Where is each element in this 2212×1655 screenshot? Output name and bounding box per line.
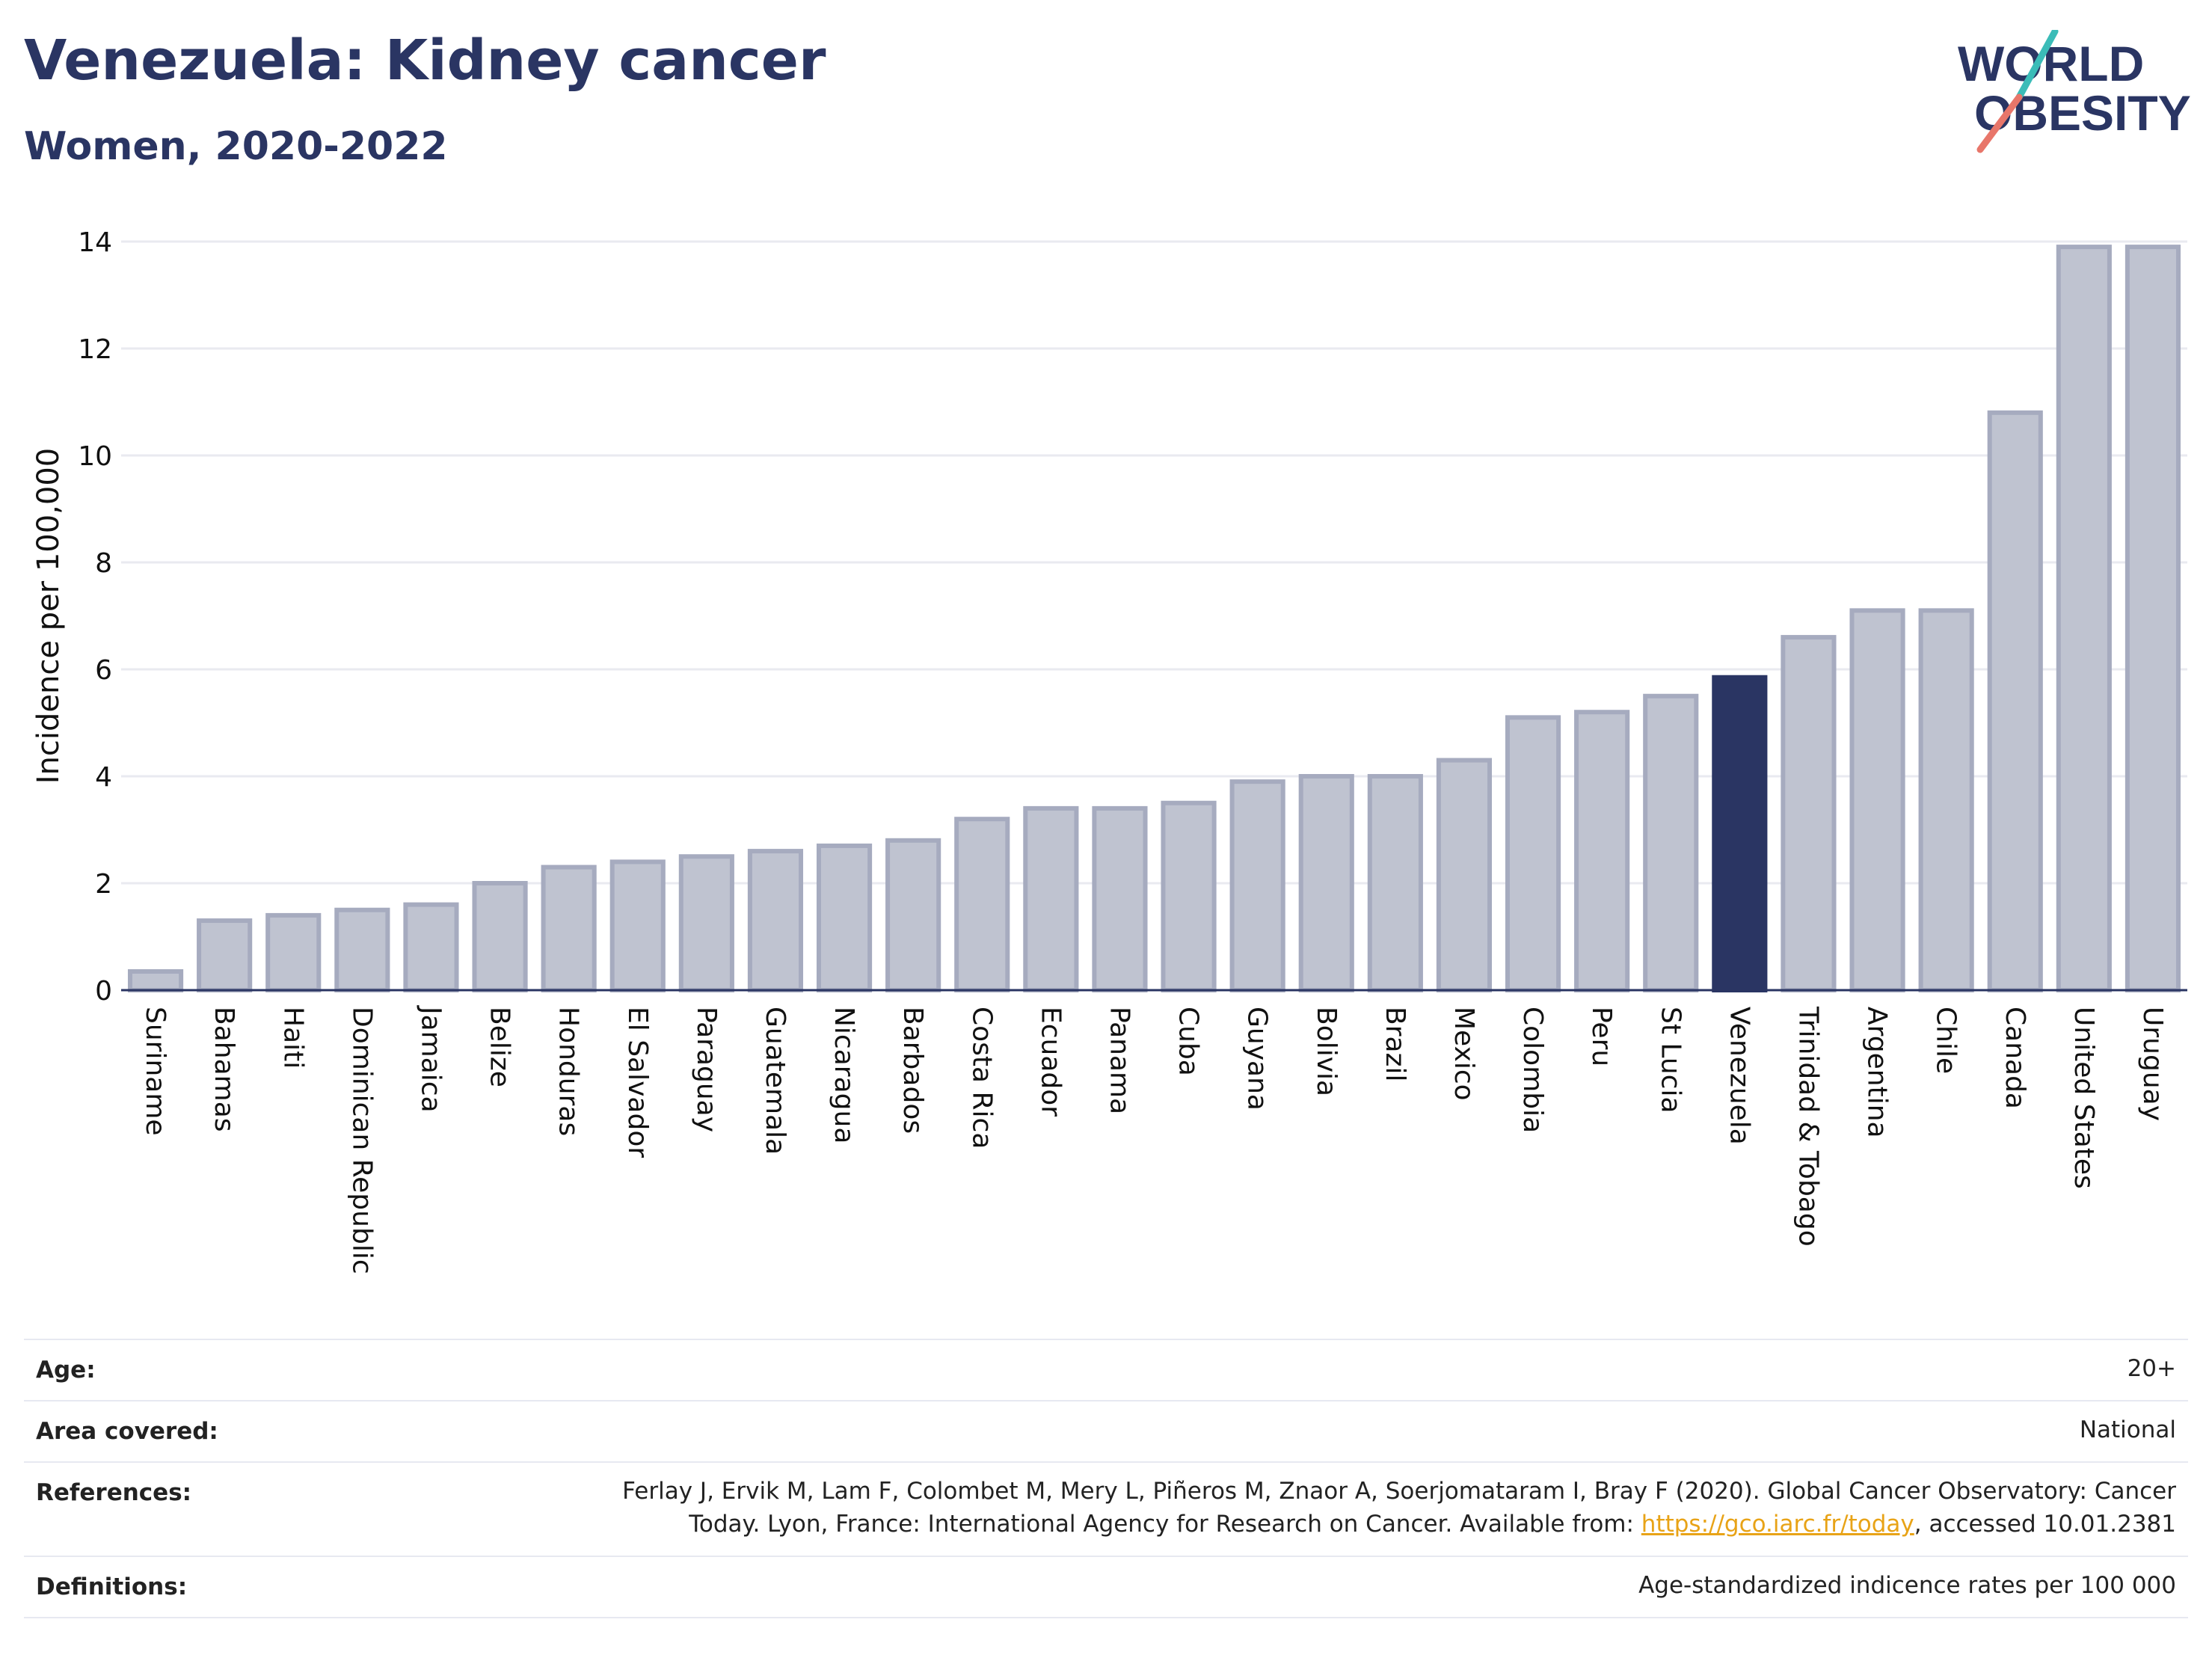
y-tick-label: 6 xyxy=(95,655,112,686)
x-tick-label: Brazil xyxy=(1380,1007,1410,1081)
x-tick-label: Belize xyxy=(485,1007,515,1087)
chart-subtitle: Women, 2020-2022 xyxy=(24,124,448,169)
bar-cuba xyxy=(1161,800,1217,992)
x-tick-label: Bolivia xyxy=(1311,1007,1342,1096)
definitions-value: Age-standardized indicence rates per 100… xyxy=(1638,1572,2176,1599)
bar-ecuador xyxy=(1023,805,1079,993)
x-tick-label: Paraguay xyxy=(691,1007,722,1132)
bar-colombia xyxy=(1505,715,1561,992)
world-obesity-logo: WORLD OBESITY xyxy=(1958,30,2191,153)
age-value: 20+ xyxy=(2127,1355,2176,1382)
bar-chile xyxy=(1918,608,1974,992)
x-tick-label: Ecuador xyxy=(1035,1007,1066,1117)
y-axis-label: Incidence per 100,000 xyxy=(31,448,66,784)
x-tick-label: Jamaica xyxy=(415,1005,446,1113)
logo-slash-coral xyxy=(1976,93,2023,153)
meta-row-age: Age: 20+ xyxy=(24,1339,2188,1400)
y-tick-label: 12 xyxy=(78,334,112,365)
y-tick-label: 10 xyxy=(78,441,112,472)
y-tick-label: 8 xyxy=(95,548,112,579)
x-tick-label: Panama xyxy=(1104,1007,1134,1114)
x-tick-label: Suriname xyxy=(140,1007,170,1136)
references-line-2: Today. Lyon, France: International Agenc… xyxy=(622,1508,2176,1541)
x-tick-label: Chile xyxy=(1931,1007,1961,1074)
bar-guatemala xyxy=(747,849,804,992)
bar-paraguay xyxy=(678,854,734,992)
bar-jamaica xyxy=(403,902,459,992)
x-tick-label: Peru xyxy=(1586,1007,1617,1066)
references-label: References: xyxy=(36,1479,192,1506)
bar-haiti xyxy=(265,912,322,993)
y-tick-label: 14 xyxy=(78,227,112,258)
bar-belize xyxy=(472,881,528,992)
references-link[interactable]: https://gco.iarc.fr/today xyxy=(1641,1511,1914,1538)
bar-chart: 0 2 4 6 8 10 12 14 Suriname Bahamas Haiti Dominica… xyxy=(31,227,2187,1274)
y-tick-label: 2 xyxy=(95,869,112,900)
bar-brazil xyxy=(1367,774,1423,992)
area-value: National xyxy=(2079,1416,2176,1443)
bar-suriname xyxy=(127,968,184,992)
bar-mexico xyxy=(1436,758,1493,992)
x-tick-label: United States xyxy=(2068,1007,2099,1189)
bar-costa-rica xyxy=(954,817,1010,992)
bar-argentina xyxy=(1849,608,1905,992)
bar-nicaragua xyxy=(816,843,873,992)
meta-row-area: Area covered: National xyxy=(24,1400,2188,1461)
references-line-2-pre: Today. Lyon, France: International Agenc… xyxy=(689,1511,1641,1538)
x-tick-label: Costa Rica xyxy=(966,1007,997,1149)
x-tick-label: Trinidad & Tobago xyxy=(1792,1006,1823,1247)
bar-el-salvador xyxy=(609,859,666,993)
references-line-1: Ferlay J, Ervik M, Lam F, Colombet M, Me… xyxy=(622,1478,2176,1505)
x-tick-label: Venezuela xyxy=(1724,1007,1754,1145)
grid-lines xyxy=(121,240,2187,885)
bar-peru xyxy=(1574,710,1630,992)
bars xyxy=(127,245,2181,993)
meta-row-definitions: Definitions: Age-standardized indicence … xyxy=(24,1556,2188,1617)
bar-dominican-republic xyxy=(334,907,390,992)
references-value: Ferlay J, Ervik M, Lam F, Colombet M, Me… xyxy=(622,1475,2176,1541)
references-line-2-post: , accessed 10.01.2381 xyxy=(1914,1511,2176,1538)
bar-bolivia xyxy=(1298,774,1354,992)
bar-panama xyxy=(1092,805,1148,993)
x-tick-label: Colombia xyxy=(1517,1007,1548,1133)
x-tick-label: Nicaragua xyxy=(829,1007,859,1143)
bar-united-states xyxy=(2056,245,2112,992)
x-tick-label: Canada xyxy=(2000,1007,2030,1109)
definitions-label: Definitions: xyxy=(36,1573,188,1600)
bar-bahamas xyxy=(197,918,253,993)
x-tick-label: Uruguay xyxy=(2137,1007,2168,1121)
x-tick-label: St Lucia xyxy=(1655,1007,1686,1114)
y-tick-labels: 0 2 4 6 8 10 12 14 xyxy=(78,227,112,1007)
x-tick-label: Argentina xyxy=(1862,1007,1893,1138)
x-tick-label: Honduras xyxy=(553,1007,584,1136)
y-tick-label: 4 xyxy=(95,762,112,793)
bar-barbados xyxy=(885,838,941,993)
x-tick-label: Cuba xyxy=(1173,1007,1204,1076)
age-label: Age: xyxy=(36,1357,96,1384)
x-tick-label: Haiti xyxy=(277,1007,308,1069)
x-tick-label: Dominican Republic xyxy=(346,1007,377,1274)
bar-honduras xyxy=(541,865,597,993)
x-tick-label: El Salvador xyxy=(622,1007,653,1158)
logo-slash-teal xyxy=(2015,30,2059,101)
x-tick-label: Bahamas xyxy=(209,1007,239,1132)
x-tick-label: Barbados xyxy=(897,1007,928,1134)
bar-uruguay xyxy=(2125,245,2181,992)
meta-row-references: References: Ferlay J, Ervik M, Lam F, Co… xyxy=(24,1461,2188,1556)
bar-canada xyxy=(1987,410,2043,992)
bar-st-lucia xyxy=(1643,693,1699,992)
bar-guyana xyxy=(1229,779,1285,993)
bar-venezuela xyxy=(1712,675,1768,992)
x-tick-label: Guatemala xyxy=(760,1007,790,1155)
bottom-divider xyxy=(24,1617,2188,1618)
bar-trinidad-tobago xyxy=(1781,635,1837,992)
x-tick-labels: Suriname Bahamas Haiti Dominican Republic Ja… xyxy=(140,1005,2168,1274)
y-tick-label: 0 xyxy=(95,976,112,1007)
area-label: Area covered: xyxy=(36,1418,218,1445)
x-tick-label: Guyana xyxy=(1242,1007,1273,1111)
chart-title: Venezuela: Kidney cancer xyxy=(24,28,826,93)
x-tick-label: Mexico xyxy=(1448,1007,1479,1101)
